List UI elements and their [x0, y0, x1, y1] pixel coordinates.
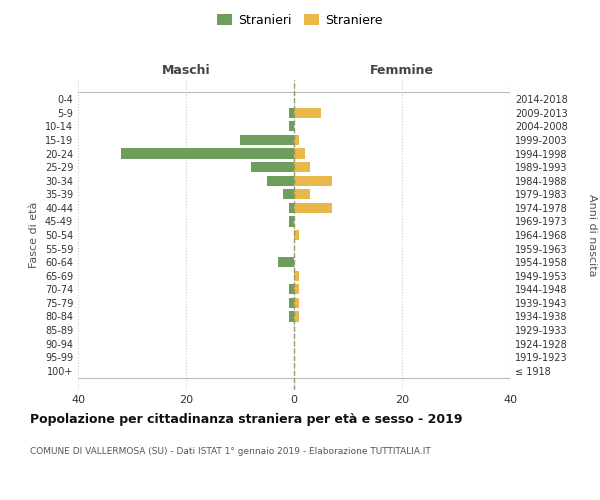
Bar — [289, 202, 294, 213]
Bar — [289, 312, 294, 322]
Bar — [294, 298, 299, 308]
Legend: Stranieri, Straniere: Stranieri, Straniere — [212, 8, 388, 32]
Bar — [294, 189, 310, 200]
Bar — [294, 162, 310, 172]
Bar — [294, 202, 332, 213]
Bar — [294, 312, 299, 322]
Bar — [294, 230, 299, 240]
Bar — [294, 108, 321, 118]
Bar — [289, 122, 294, 132]
Bar — [278, 257, 294, 268]
Bar — [289, 284, 294, 294]
Bar — [267, 176, 294, 186]
Text: Femmine: Femmine — [370, 64, 434, 77]
Bar — [294, 284, 299, 294]
Bar — [294, 176, 332, 186]
Text: COMUNE DI VALLERMOSA (SU) - Dati ISTAT 1° gennaio 2019 - Elaborazione TUTTITALIA: COMUNE DI VALLERMOSA (SU) - Dati ISTAT 1… — [30, 448, 431, 456]
Bar — [289, 108, 294, 118]
Bar — [294, 135, 299, 145]
Bar — [283, 189, 294, 200]
Bar — [289, 298, 294, 308]
Bar — [294, 148, 305, 158]
Y-axis label: Fasce di età: Fasce di età — [29, 202, 39, 268]
Bar — [289, 216, 294, 226]
Bar — [294, 270, 299, 281]
Bar — [251, 162, 294, 172]
Text: Maschi: Maschi — [161, 64, 211, 77]
Y-axis label: Anni di nascita: Anni di nascita — [587, 194, 597, 276]
Text: Popolazione per cittadinanza straniera per età e sesso - 2019: Popolazione per cittadinanza straniera p… — [30, 412, 463, 426]
Bar — [240, 135, 294, 145]
Bar — [121, 148, 294, 158]
